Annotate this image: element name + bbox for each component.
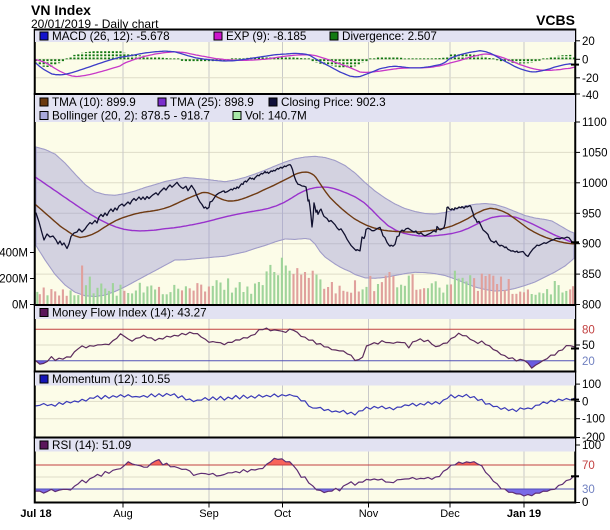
- svg-text:VCBS: VCBS: [536, 12, 575, 28]
- svg-text:200M: 200M: [0, 274, 28, 286]
- svg-text:1050: 1050: [582, 147, 608, 159]
- svg-text:TMA (10): 899.9: TMA (10): 899.9: [52, 96, 136, 109]
- svg-text:Money Flow Index (14): 43.27: Money Flow Index (14): 43.27: [52, 307, 207, 320]
- svg-text:50: 50: [582, 340, 595, 352]
- svg-text:-200: -200: [582, 432, 605, 444]
- svg-text:Oct: Oct: [274, 508, 291, 520]
- svg-text:30: 30: [582, 484, 595, 496]
- svg-text:EXP (9): -8.185: EXP (9): -8.185: [226, 30, 307, 43]
- svg-text:Closing Price: 902.3: Closing Price: 902.3: [281, 96, 386, 109]
- svg-text:100: 100: [582, 440, 601, 452]
- svg-text:Nov: Nov: [359, 508, 379, 520]
- svg-text:TMA (25): 898.9: TMA (25): 898.9: [170, 96, 254, 109]
- svg-text:20/01/2019 - Daily chart: 20/01/2019 - Daily chart: [31, 17, 159, 31]
- svg-text:RSI (14): 51.09: RSI (14): 51.09: [52, 439, 131, 452]
- svg-text:Jan 19: Jan 19: [507, 508, 541, 520]
- svg-text:Vol: 140.7M: Vol: 140.7M: [245, 110, 307, 123]
- svg-text:20: 20: [582, 36, 595, 48]
- svg-text:70: 70: [582, 460, 595, 472]
- svg-text:400M: 400M: [0, 248, 28, 260]
- svg-text:Aug: Aug: [113, 508, 133, 520]
- svg-text:VN Index: VN Index: [31, 2, 91, 18]
- svg-text:Jul 18: Jul 18: [20, 508, 51, 520]
- svg-text:-20: -20: [582, 73, 599, 85]
- svg-text:MACD (26, 12): -5.678: MACD (26, 12): -5.678: [52, 30, 170, 43]
- svg-text:0: 0: [582, 54, 588, 66]
- svg-text:20: 20: [582, 356, 595, 368]
- svg-text:0: 0: [582, 396, 588, 408]
- svg-text:Divergence: 2.507: Divergence: 2.507: [342, 30, 437, 43]
- svg-text:1000: 1000: [582, 178, 608, 190]
- svg-text:-100: -100: [582, 414, 605, 426]
- svg-text:-40: -40: [582, 90, 599, 102]
- svg-text:Bollinger (20, 2): 878.5 - 918: Bollinger (20, 2): 878.5 - 918.7: [52, 110, 210, 123]
- svg-text:0: 0: [582, 497, 588, 509]
- svg-text:100: 100: [582, 379, 601, 391]
- svg-text:850: 850: [582, 269, 601, 281]
- svg-text:950: 950: [582, 208, 601, 220]
- svg-text:80: 80: [582, 324, 595, 336]
- svg-text:900: 900: [582, 239, 601, 251]
- svg-text:800: 800: [582, 300, 601, 312]
- svg-text:0M: 0M: [12, 300, 28, 312]
- svg-text:Momentum (12): 10.55: Momentum (12): 10.55: [52, 373, 171, 386]
- svg-text:Sep: Sep: [199, 508, 219, 520]
- svg-text:1100: 1100: [582, 117, 607, 129]
- svg-text:Dec: Dec: [440, 508, 460, 520]
